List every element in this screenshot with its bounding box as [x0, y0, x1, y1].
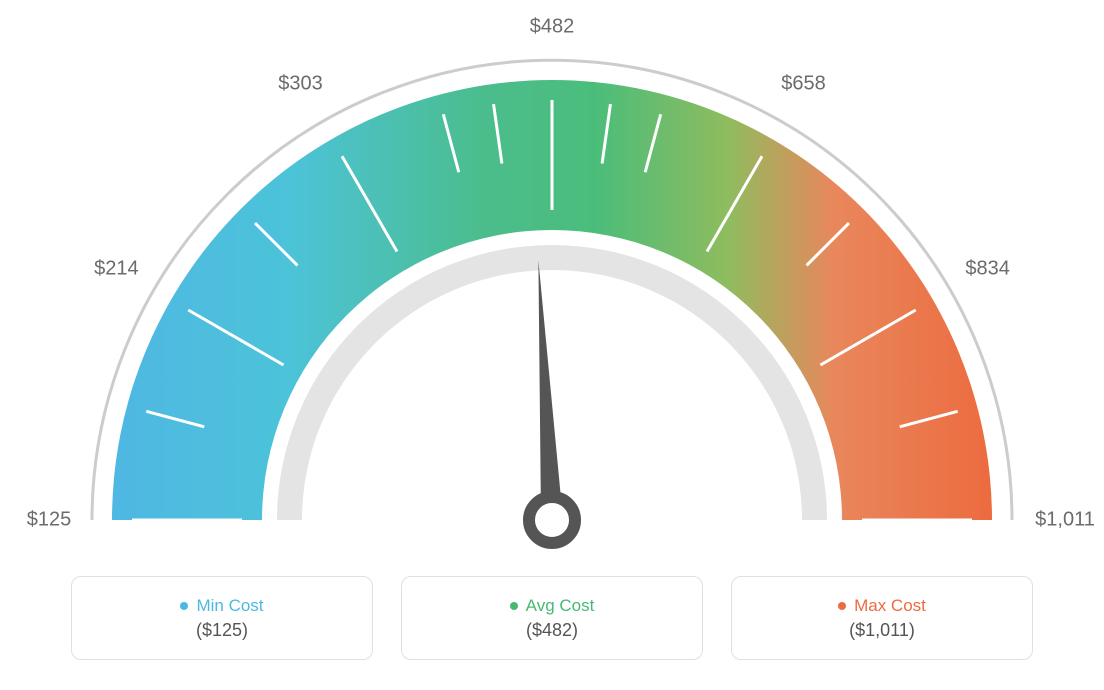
cost-summary-row: Min Cost ($125) Avg Cost ($482) Max Cost…	[0, 576, 1104, 660]
avg-cost-box: Avg Cost ($482)	[401, 576, 703, 660]
gauge-chart-container: $125 $214 $303 $482 $658 $834 $1,011 Min Cost …	[0, 0, 1104, 690]
max-cost-label-row: Max Cost	[838, 596, 926, 616]
avg-cost-label-row: Avg Cost	[510, 596, 595, 616]
gauge-tick-label: $658	[781, 73, 826, 96]
max-cost-value: ($1,011)	[849, 620, 915, 641]
min-cost-label-row: Min Cost	[180, 596, 263, 616]
gauge-tick-label: $303	[278, 73, 323, 96]
gauge-tick-label: $1,011	[1035, 509, 1095, 532]
max-cost-dot	[838, 602, 846, 610]
gauge-tick-label: $482	[530, 16, 575, 39]
min-cost-value: ($125)	[196, 620, 248, 641]
max-cost-label: Max Cost	[854, 596, 926, 616]
gauge-tick-label: $125	[27, 509, 72, 532]
max-cost-box: Max Cost ($1,011)	[731, 576, 1033, 660]
gauge-svg	[0, 0, 1104, 570]
min-cost-label: Min Cost	[196, 596, 263, 616]
min-cost-dot	[180, 602, 188, 610]
gauge-tick-label: $834	[965, 257, 1010, 280]
gauge-tick-label: $214	[94, 257, 139, 280]
avg-cost-dot	[510, 602, 518, 610]
avg-cost-label: Avg Cost	[526, 596, 595, 616]
avg-cost-value: ($482)	[526, 620, 578, 641]
min-cost-box: Min Cost ($125)	[71, 576, 373, 660]
gauge-area: $125 $214 $303 $482 $658 $834 $1,011	[0, 0, 1104, 570]
